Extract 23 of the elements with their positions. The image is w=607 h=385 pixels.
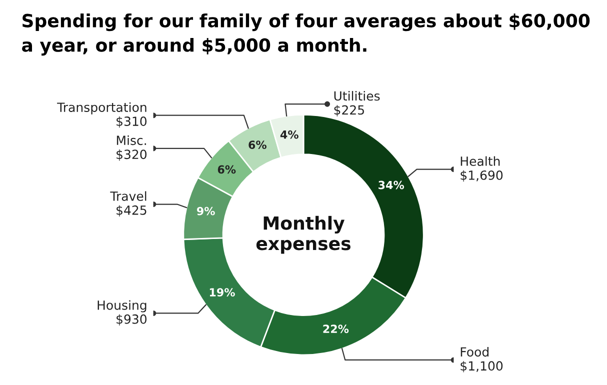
text: Monthly expenses: [256, 216, 350, 254]
slice-label: Utilities: [334, 90, 380, 101]
data-label: $310: [116, 116, 147, 128]
data-label: $1,690: [460, 170, 503, 182]
data-label: $1,100: [460, 360, 503, 372]
slice-label: Travel: [110, 191, 146, 201]
text: 22%: [323, 324, 349, 334]
text: 4%: [280, 130, 298, 139]
chart-title: Spending for our family of four averages about $60,000 a year, or around $5,000 a month.: [22, 13, 590, 56]
slice-label: Transportation: [57, 102, 146, 114]
slice-label: Misc.: [116, 135, 146, 146]
data-label: $225: [334, 104, 364, 116]
text: 19%: [210, 288, 235, 297]
slice-label: Food: [460, 346, 488, 357]
data-label: $425: [116, 205, 146, 217]
text: 9%: [196, 206, 215, 216]
slice-label: Housing: [98, 300, 146, 312]
slice-label: Health: [460, 156, 500, 166]
text: 6%: [248, 140, 266, 149]
text: 6%: [218, 165, 236, 174]
data-label: $930: [116, 314, 147, 326]
text: 34%: [378, 180, 404, 190]
data-label: $320: [116, 149, 147, 161]
